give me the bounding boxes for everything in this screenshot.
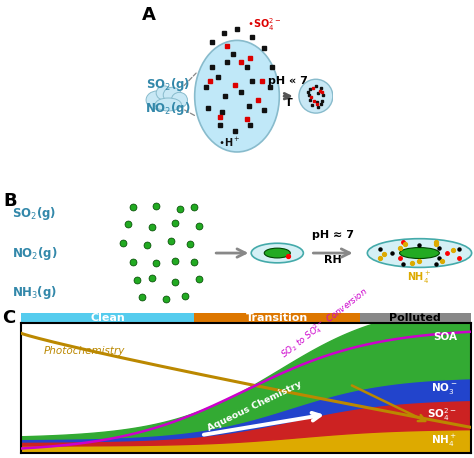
Bar bbox=[194, 313, 360, 323]
Circle shape bbox=[400, 248, 439, 258]
Ellipse shape bbox=[195, 40, 279, 152]
Text: NH$_4^+$: NH$_4^+$ bbox=[407, 270, 432, 286]
Ellipse shape bbox=[171, 93, 188, 108]
Ellipse shape bbox=[156, 86, 173, 100]
Ellipse shape bbox=[264, 248, 290, 258]
Text: NO$_2$(g): NO$_2$(g) bbox=[12, 245, 57, 262]
Text: NH$_3$(g): NH$_3$(g) bbox=[12, 284, 57, 301]
Bar bbox=[360, 313, 471, 323]
Text: SO$_2$(g): SO$_2$(g) bbox=[12, 205, 56, 223]
Ellipse shape bbox=[146, 91, 168, 109]
Circle shape bbox=[367, 239, 472, 267]
Text: T: T bbox=[284, 98, 292, 108]
Text: pH ≈ 7: pH ≈ 7 bbox=[312, 230, 354, 240]
Text: $\bullet$H$^+$: $\bullet$H$^+$ bbox=[218, 136, 241, 149]
Text: A: A bbox=[142, 6, 156, 24]
Circle shape bbox=[299, 79, 333, 113]
Text: SOA: SOA bbox=[433, 333, 457, 343]
Text: SO$_4^{2-}$: SO$_4^{2-}$ bbox=[428, 406, 457, 423]
Text: Polluted: Polluted bbox=[389, 313, 441, 323]
Ellipse shape bbox=[155, 98, 182, 111]
Ellipse shape bbox=[251, 243, 303, 263]
Text: Clean: Clean bbox=[91, 313, 125, 323]
Text: C: C bbox=[2, 309, 16, 327]
Text: NH$_4^+$: NH$_4^+$ bbox=[431, 433, 457, 449]
Text: SO$_2$ to SO$_4^{2-}$ Conversion: SO$_2$ to SO$_4^{2-}$ Conversion bbox=[277, 284, 371, 362]
Bar bbox=[21, 313, 194, 323]
Text: NO$_3^-$: NO$_3^-$ bbox=[431, 382, 457, 397]
Text: Transition: Transition bbox=[246, 313, 308, 323]
Text: Aqueous Chemistry: Aqueous Chemistry bbox=[206, 379, 303, 432]
Ellipse shape bbox=[163, 87, 182, 103]
Text: B: B bbox=[4, 192, 18, 210]
Text: Photochemistry: Photochemistry bbox=[44, 346, 125, 356]
Text: pH « 7: pH « 7 bbox=[268, 76, 308, 86]
Text: RH: RH bbox=[324, 255, 342, 265]
Text: $\bullet$SO$_4^{2-}$: $\bullet$SO$_4^{2-}$ bbox=[246, 16, 281, 33]
Text: SO$_2$(g)
NO$_2$(g): SO$_2$(g) NO$_2$(g) bbox=[146, 76, 191, 117]
